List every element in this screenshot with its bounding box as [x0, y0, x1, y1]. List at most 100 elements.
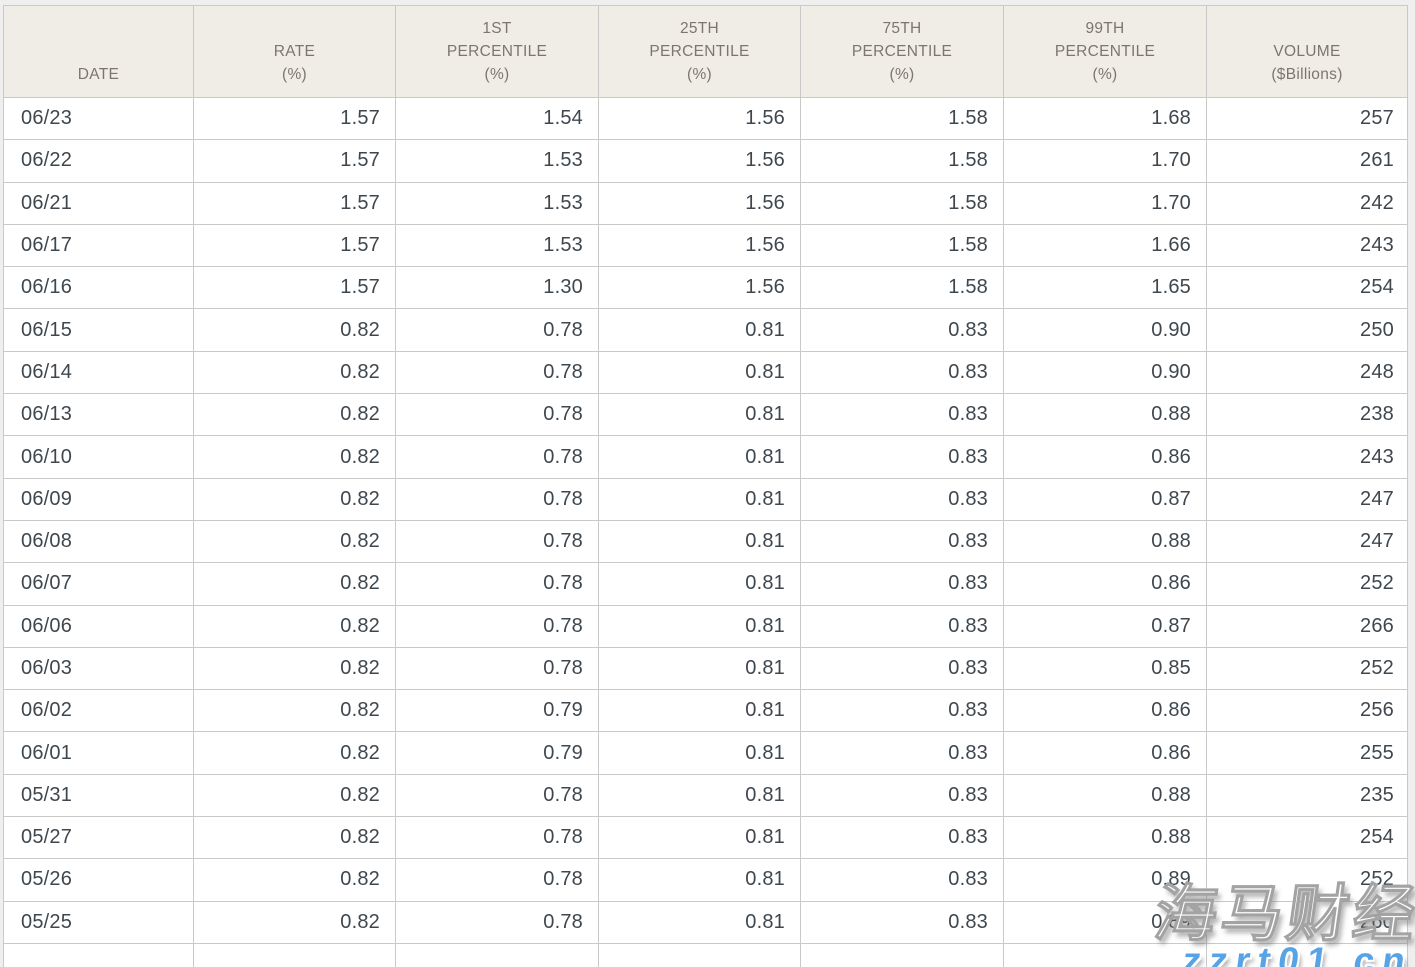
cell-p25: 0.81: [598, 816, 801, 860]
cell-p75: 0.83: [800, 308, 1004, 352]
cell-p1: 0.78: [395, 604, 599, 648]
column-header-p99: 99TH PERCENTILE (%): [1003, 5, 1207, 98]
cell-date: 05/26: [3, 858, 194, 902]
cell-p1: 0.78: [395, 816, 599, 860]
cell-date: 05/27: [3, 816, 194, 860]
cell-rate: 0.82: [193, 435, 396, 479]
cell-p75: 1.58: [800, 96, 1004, 141]
cell-p25: 1.56: [598, 139, 801, 183]
cell-p99: 0.89: [1003, 858, 1207, 902]
cell-p1: 0.79: [395, 731, 599, 775]
cell-p25: 1.56: [598, 96, 801, 141]
cell-date: 06/07: [3, 562, 194, 606]
cell-p75: 1.58: [800, 223, 1004, 268]
cell-date: 06/10: [3, 435, 194, 479]
cell-volume: 243: [1206, 223, 1408, 268]
cell-date: 06/17: [3, 223, 194, 268]
cell-p25: 0.81: [598, 393, 801, 437]
cell-p75: 0.83: [800, 604, 1004, 648]
cell-p25: [598, 942, 801, 967]
cell-p75: 0.83: [800, 731, 1004, 775]
cell-rate: 1.57: [193, 223, 396, 268]
cell-p99: 0.85: [1003, 646, 1207, 691]
column-header-rate: RATE (%): [193, 5, 396, 98]
cell-p25: 0.81: [598, 435, 801, 479]
cell-volume: 243: [1206, 435, 1408, 479]
cell-rate: 1.57: [193, 139, 396, 183]
cell-p1: 1.53: [395, 181, 599, 225]
cell-p25: 1.56: [598, 266, 801, 310]
cell-p25: 0.81: [598, 562, 801, 606]
cell-p99: 0.87: [1003, 477, 1207, 521]
cell-p75: 0.83: [800, 562, 1004, 606]
cell-rate: 0.82: [193, 350, 396, 395]
cell-date: [3, 942, 194, 967]
cell-p75: 0.83: [800, 773, 1004, 818]
cell-rate: 0.82: [193, 477, 396, 521]
cell-rate: 0.82: [193, 689, 396, 733]
cell-p99: 0.88: [1003, 393, 1207, 437]
cell-p99: 1.65: [1003, 266, 1207, 310]
cell-date: 06/02: [3, 689, 194, 733]
table-row: 06/01 0.82 0.79 0.81 0.83 0.86 255: [3, 731, 1408, 775]
cell-date: 06/22: [3, 139, 194, 183]
cell-rate: 0.82: [193, 393, 396, 437]
cell-p99: [1003, 942, 1207, 967]
cell-p99: 0.88: [1003, 519, 1207, 564]
cell-p25: 0.81: [598, 731, 801, 775]
cell-date: 06/01: [3, 731, 194, 775]
cell-date: 06/16: [3, 266, 194, 310]
cell-rate: 0.82: [193, 773, 396, 818]
cell-p99: 0.88: [1003, 773, 1207, 818]
cell-p99: 0.87: [1003, 604, 1207, 648]
cell-p99: 0.86: [1003, 562, 1207, 606]
cell-p25: 0.81: [598, 350, 801, 395]
table-row: 06/08 0.82 0.78 0.81 0.83 0.88 247: [3, 519, 1408, 564]
table-body: 06/23 1.57 1.54 1.56 1.58 1.68 257 06/22 1.57 1.5…: [3, 96, 1408, 967]
cell-volume: 242: [1206, 181, 1408, 225]
cell-date: 06/13: [3, 393, 194, 437]
cell-rate: 0.82: [193, 731, 396, 775]
cell-volume: 235: [1206, 773, 1408, 818]
cell-p99: 0.90: [1003, 308, 1207, 352]
table-row: 06/02 0.82 0.79 0.81 0.83 0.86 256: [3, 689, 1408, 733]
cell-date: 06/23: [3, 96, 194, 141]
table-row: 05/25 0.82 0.78 0.81 0.83 0.89 260: [3, 900, 1408, 944]
cell-p1: 1.30: [395, 266, 599, 310]
cell-p99: 1.70: [1003, 181, 1207, 225]
cell-p25: 0.81: [598, 900, 801, 944]
table-row: 06/17 1.57 1.53 1.56 1.58 1.66 243: [3, 223, 1408, 268]
table-header: DATE RATE (%) 1ST PERCENTILE (%) 25TH PERCE…: [3, 5, 1408, 98]
cell-p1: 0.78: [395, 477, 599, 521]
cell-p75: 0.83: [800, 900, 1004, 944]
cell-p25: 0.81: [598, 308, 801, 352]
cell-volume: 247: [1206, 519, 1408, 564]
table-header-row: DATE RATE (%) 1ST PERCENTILE (%) 25TH PERCE…: [3, 5, 1408, 98]
cell-date: 06/14: [3, 350, 194, 395]
cell-p1: 0.78: [395, 562, 599, 606]
cell-p1: 0.78: [395, 435, 599, 479]
cell-volume: 238: [1206, 393, 1408, 437]
cell-rate: 0.82: [193, 604, 396, 648]
cell-p25: 0.81: [598, 773, 801, 818]
cell-rate: 0.82: [193, 858, 396, 902]
cell-p25: 0.81: [598, 689, 801, 733]
cell-date: 06/06: [3, 604, 194, 648]
cell-volume: 255: [1206, 731, 1408, 775]
table-row: 05/31 0.82 0.78 0.81 0.83 0.88 235: [3, 773, 1408, 818]
table-row: 06/10 0.82 0.78 0.81 0.83 0.86 243: [3, 435, 1408, 479]
table-row: 06/15 0.82 0.78 0.81 0.83 0.90 250: [3, 308, 1408, 352]
cell-p1: 0.78: [395, 350, 599, 395]
table-row: 06/16 1.57 1.30 1.56 1.58 1.65 254: [3, 266, 1408, 310]
cell-p1: 0.78: [395, 393, 599, 437]
cell-p1: [395, 942, 599, 967]
rates-table: DATE RATE (%) 1ST PERCENTILE (%) 25TH PERCE…: [3, 5, 1408, 967]
cell-p75: 0.83: [800, 393, 1004, 437]
table-row: 06/09 0.82 0.78 0.81 0.83 0.87 247: [3, 477, 1408, 521]
cell-volume: [1206, 942, 1408, 967]
cell-p25: 0.81: [598, 519, 801, 564]
cell-rate: 0.82: [193, 646, 396, 691]
cell-p99: 1.68: [1003, 96, 1207, 141]
cell-p99: 1.66: [1003, 223, 1207, 268]
table-row: 06/07 0.82 0.78 0.81 0.83 0.86 252: [3, 562, 1408, 606]
